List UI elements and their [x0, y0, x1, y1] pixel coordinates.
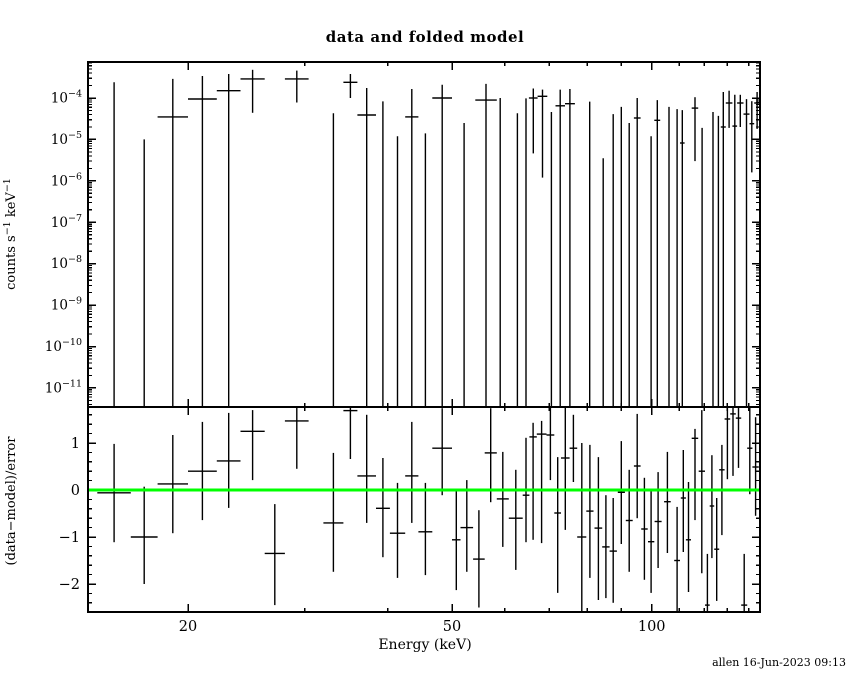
x-axis-label: Energy (keV): [378, 637, 472, 653]
svg-text:−1: −1: [59, 530, 80, 546]
svg-text:1: 1: [71, 436, 80, 452]
svg-text:0: 0: [71, 483, 80, 499]
top-y-axis-label: counts s−1 keV−1: [2, 178, 19, 290]
svg-text:100: 100: [638, 619, 666, 635]
chart-title: data and folded model: [325, 28, 525, 46]
svg-text:20: 20: [179, 619, 197, 635]
credit-stamp: allen 16-Jun-2023 09:13: [712, 656, 846, 669]
svg-text:50: 50: [443, 619, 461, 635]
svg-text:−2: −2: [59, 577, 80, 593]
bottom-y-axis-label: (data−model)/error: [4, 436, 19, 566]
